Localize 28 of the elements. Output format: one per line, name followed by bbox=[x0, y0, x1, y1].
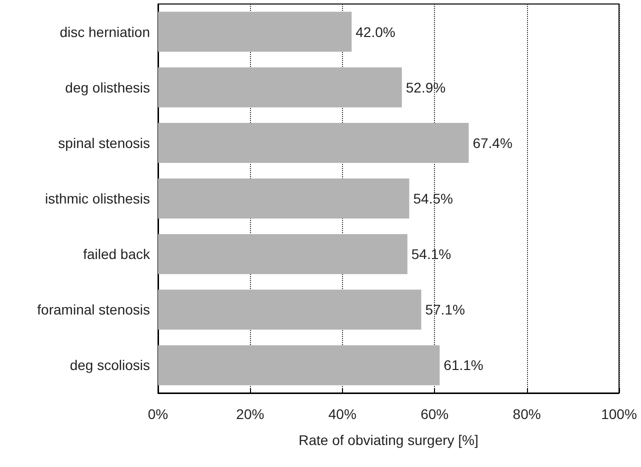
y-tick-label: disc herniation bbox=[60, 24, 150, 40]
y-tick-label: foraminal stenosis bbox=[37, 302, 150, 318]
y-tick-label: spinal stenosis bbox=[58, 134, 150, 151]
x-tick-label: 20% bbox=[236, 406, 264, 422]
bar bbox=[158, 12, 352, 52]
y-tick-label: failed back bbox=[83, 246, 151, 262]
y-tick-label: deg scoliosis bbox=[70, 357, 150, 374]
bar bbox=[158, 290, 422, 330]
y-tick-label: deg olisthesis bbox=[65, 79, 150, 96]
bar bbox=[158, 122, 469, 163]
data-label: 42.0% bbox=[356, 24, 396, 40]
data-label: 54.5% bbox=[413, 190, 453, 206]
y-tick-label: isthmic olisthesis bbox=[44, 190, 150, 206]
bar bbox=[158, 178, 410, 219]
data-label: 57.1% bbox=[425, 302, 465, 318]
x-tick-label: 100% bbox=[601, 406, 637, 422]
x-tick-label: 40% bbox=[328, 406, 356, 422]
data-label: 54.1% bbox=[411, 246, 452, 262]
bar bbox=[158, 67, 402, 108]
data-label: 67.4% bbox=[472, 134, 512, 151]
bar bbox=[158, 345, 440, 386]
x-tick-label: 60% bbox=[420, 406, 449, 422]
bar bbox=[158, 234, 408, 274]
x-tick-label: 0% bbox=[148, 406, 168, 422]
data-label: 52.9% bbox=[406, 79, 446, 96]
data-label: 61.1% bbox=[444, 357, 484, 374]
x-tick-label: 80% bbox=[512, 406, 541, 422]
x-axis-title: Rate of obviating surgery [%] bbox=[298, 432, 478, 448]
